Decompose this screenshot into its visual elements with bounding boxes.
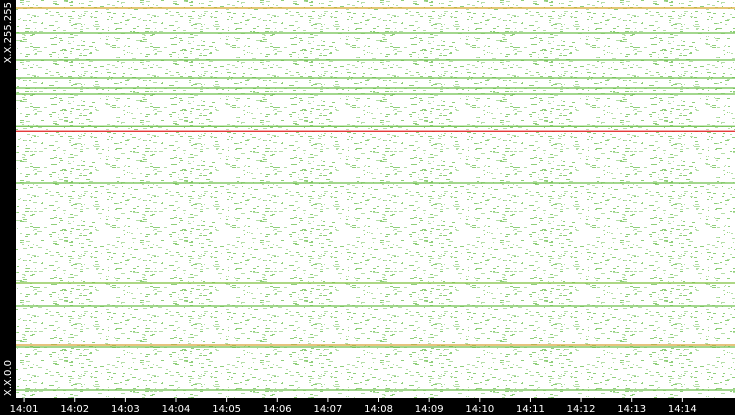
x-tick-label: 14:14 [668, 404, 697, 415]
x-tick-label: 14:08 [364, 404, 393, 415]
x-tick-label: 14:01 [10, 404, 39, 415]
x-tick-label: 14:11 [516, 404, 545, 415]
y-tick-label: X.X.255.255 [3, 2, 14, 63]
x-tick-label: 14:13 [617, 404, 646, 415]
x-tick-label: 14:04 [162, 404, 191, 415]
x-tick-label: 14:07 [313, 404, 342, 415]
x-tick-label: 14:09 [415, 404, 444, 415]
x-tick-label: 14:02 [60, 404, 89, 415]
speckle [16, 0, 735, 398]
x-tick-label: 14:05 [212, 404, 241, 415]
x-tick-label: 14:06 [263, 404, 292, 415]
x-tick-label: 14:12 [567, 404, 596, 415]
x-tick-label: 14:10 [465, 404, 494, 415]
x-tick-label: 14:03 [111, 404, 140, 415]
y-tick-label: X.X.0.0 [3, 360, 14, 396]
